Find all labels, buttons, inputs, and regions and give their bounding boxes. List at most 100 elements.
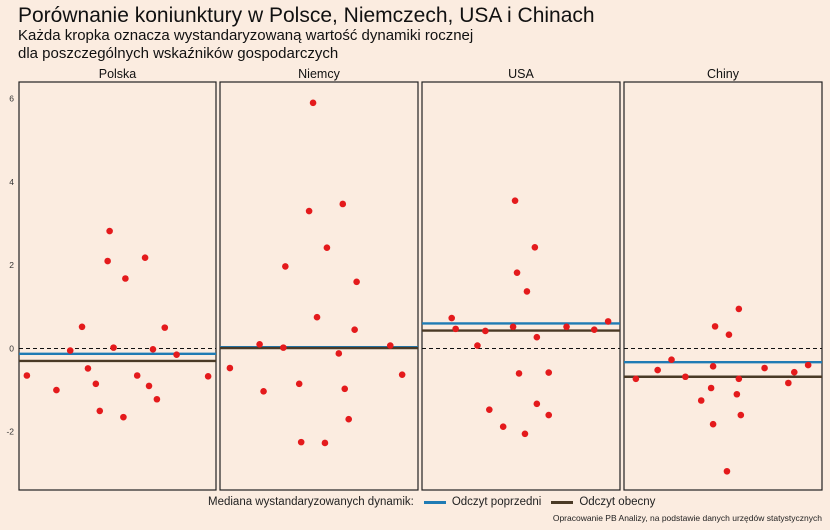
chart-title: Porównanie koniunktury w Polsce, Niemcze… (18, 4, 595, 27)
data-point (452, 325, 459, 333)
data-point (335, 350, 343, 357)
data-point (448, 314, 456, 322)
data-point (398, 371, 406, 378)
data-point (260, 388, 267, 395)
y-tick-label: 4 (9, 177, 14, 187)
data-point (386, 342, 394, 349)
data-point (761, 364, 768, 372)
data-point (709, 363, 717, 370)
legend-label-previous: Odczyt poprzedni (451, 496, 542, 508)
data-point (295, 380, 303, 388)
data-point (709, 420, 717, 428)
data-point (309, 99, 317, 107)
data-point (735, 375, 743, 383)
data-point (515, 370, 523, 377)
data-point (323, 244, 331, 251)
data-point (78, 323, 86, 331)
source-caption: Opracowanie PB Analizy, na podstawie dan… (552, 513, 822, 523)
data-point (737, 411, 745, 419)
legend-item-previous: Odczyt poprzedni (423, 496, 542, 508)
data-point (84, 365, 92, 372)
data-point (341, 385, 349, 393)
data-point (133, 372, 141, 379)
data-point (149, 345, 157, 353)
data-point (511, 197, 519, 204)
data-point (499, 423, 507, 431)
data-point (256, 340, 263, 348)
data-point (339, 200, 347, 208)
data-point (153, 395, 161, 403)
data-point (106, 227, 113, 235)
data-point (161, 324, 169, 331)
legend-title: Mediana wystandaryzowanych dynamik: (208, 496, 414, 508)
data-point (345, 415, 353, 423)
panel-frame (421, 81, 621, 491)
data-point (654, 366, 661, 374)
data-point (474, 342, 481, 349)
data-point (725, 331, 733, 339)
legend-swatch-current (551, 500, 574, 504)
data-point (110, 344, 117, 351)
subtitle-line-2: dla poszczególnych wskaźników gospodarcz… (18, 45, 339, 62)
data-point (141, 254, 149, 261)
data-point (313, 313, 321, 321)
data-point (482, 327, 489, 335)
y-tick-label: -2 (6, 427, 14, 437)
data-point (804, 361, 812, 369)
data-point (297, 438, 305, 446)
data-point (533, 333, 541, 341)
data-point (96, 407, 104, 415)
panel-label-niemcy: Niemcy (298, 67, 340, 81)
data-point (545, 369, 553, 376)
data-point (282, 263, 289, 270)
data-point (711, 323, 719, 330)
data-point (531, 243, 539, 251)
data-point (707, 384, 715, 392)
data-point (682, 373, 689, 381)
data-point (733, 390, 741, 398)
panel-label-usa: USA (508, 67, 534, 81)
data-point (23, 372, 31, 379)
data-point (723, 467, 731, 475)
data-point (604, 318, 612, 325)
data-point (351, 326, 358, 334)
data-point (92, 380, 100, 388)
data-point (226, 364, 234, 372)
data-point (104, 257, 111, 265)
data-point (509, 323, 517, 331)
y-tick-label: 2 (9, 260, 14, 270)
data-point (521, 430, 529, 438)
data-point (563, 323, 570, 331)
data-point (735, 305, 743, 313)
panel-frame (18, 81, 217, 491)
panel-label-chiny: Chiny (707, 67, 740, 81)
data-point (523, 288, 531, 295)
data-point (697, 397, 705, 404)
subtitle-line-1: Każda kropka oznacza wystandaryzowaną wa… (18, 27, 474, 44)
data-point (533, 400, 541, 408)
chart-subtitle: Każda kropka oznacza wystandaryzowaną wa… (18, 27, 718, 63)
y-tick-label: 0 (9, 343, 14, 353)
legend: Mediana wystandaryzowanych dynamik: Odcz… (208, 496, 655, 508)
data-point (513, 269, 521, 276)
panel-frame (623, 81, 823, 491)
data-point (204, 373, 212, 380)
data-point (145, 382, 153, 390)
data-point (53, 386, 60, 394)
data-point (486, 406, 493, 413)
legend-label-current: Odczyt obecny (579, 496, 656, 508)
panel-label-polska: Polska (99, 67, 137, 81)
data-point (632, 375, 640, 383)
data-point (120, 413, 127, 421)
data-point (66, 347, 74, 354)
data-point (173, 351, 180, 358)
data-point (668, 356, 675, 363)
data-point (321, 439, 329, 447)
y-tick-label: 6 (9, 94, 14, 104)
data-point (790, 368, 798, 376)
data-point (785, 379, 792, 387)
data-point (122, 275, 129, 282)
data-point (590, 326, 598, 334)
panel-frame (219, 81, 419, 491)
